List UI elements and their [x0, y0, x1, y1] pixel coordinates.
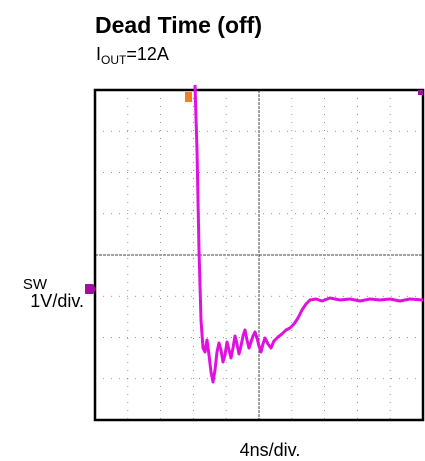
- channel-label: SW: [23, 276, 48, 293]
- subtitle: IOUT=12A: [96, 44, 169, 67]
- vertical-scale: 1V/div.: [30, 291, 84, 311]
- channel-marker: [85, 284, 96, 294]
- trigger-marker: [185, 92, 192, 102]
- title: Dead Time (off): [95, 12, 262, 38]
- waveform: [193, 84, 424, 384]
- scope-grid: [95, 90, 423, 420]
- scope-frame: [93, 88, 425, 422]
- horizontal-scale: 4ns/div.: [240, 440, 301, 460]
- edge-marker: [418, 90, 423, 95]
- subtitle-rest: =12A: [126, 44, 169, 64]
- subtitle-main: I: [96, 44, 101, 64]
- subtitle-subscript: OUT: [101, 53, 127, 67]
